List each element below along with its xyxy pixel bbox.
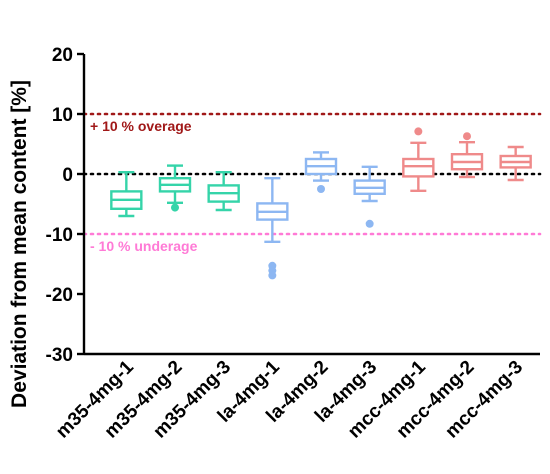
box-iqr: [402, 157, 435, 178]
outlier-point: [268, 271, 277, 280]
outlier-point: [317, 185, 325, 193]
y-tick-label: -30: [46, 345, 73, 366]
y-axis-title: Deviation from mean content [%]: [8, 80, 31, 408]
outlier-point: [171, 203, 179, 212]
y-tick-label: -10: [46, 225, 73, 246]
y-tick-label: 0: [62, 165, 73, 186]
outlier-point: [365, 219, 374, 228]
y-tick-label: 20: [52, 45, 73, 66]
outlier-point: [414, 127, 423, 136]
y-tick-label: 10: [52, 105, 73, 126]
y-tick-label: -20: [46, 285, 73, 306]
reference-line-label: + 10 % overage: [90, 118, 192, 134]
outlier-point: [463, 132, 471, 141]
reference-line-label: - 10 % underage: [90, 238, 198, 254]
